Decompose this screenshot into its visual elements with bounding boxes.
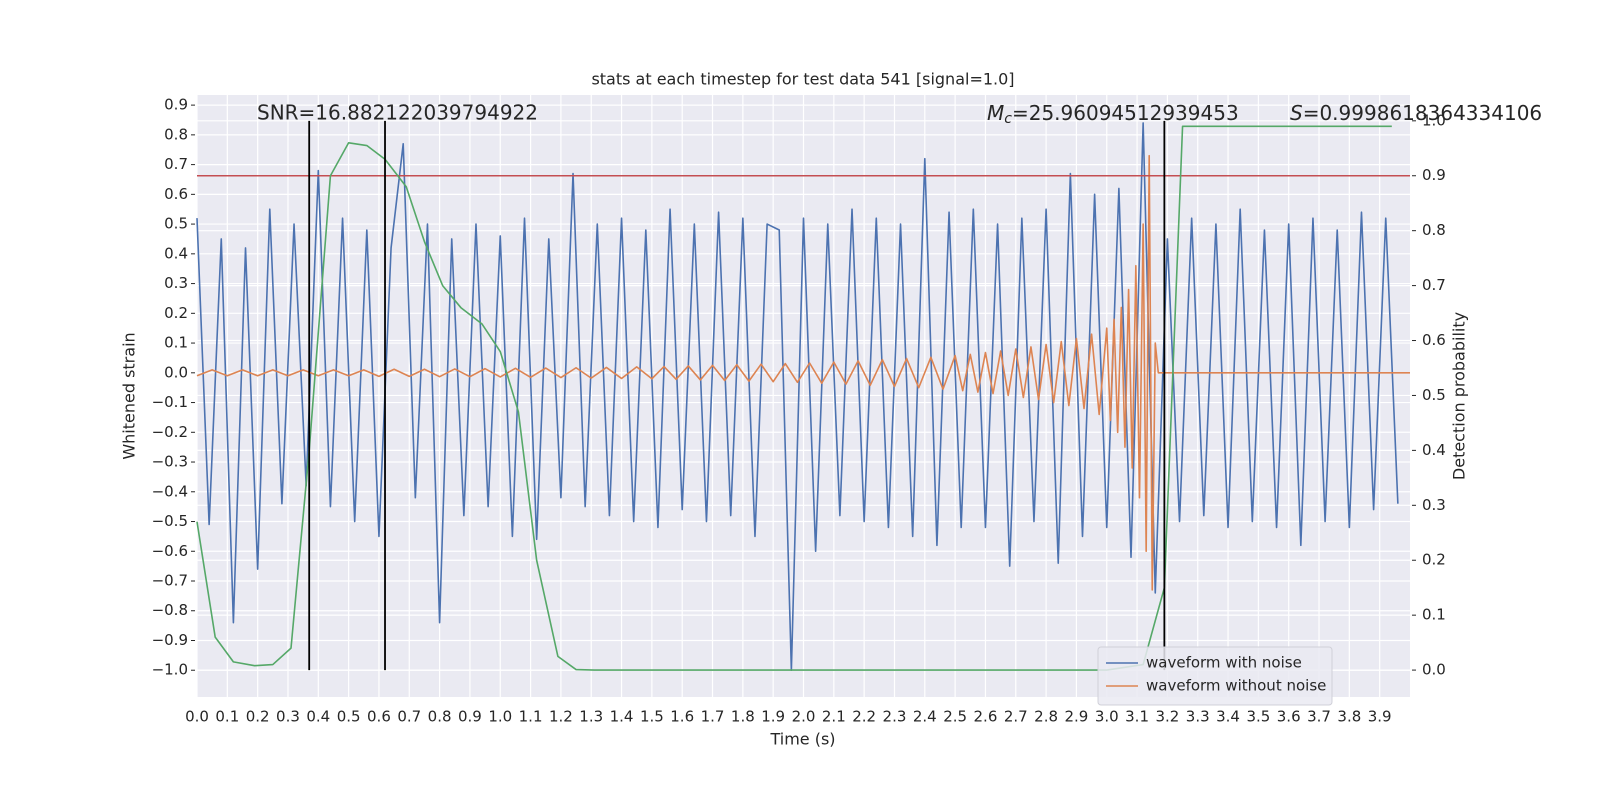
y2-tick-label: 1.0: [1422, 111, 1446, 129]
x-tick-label: 0.3: [276, 708, 300, 726]
y-tick-label: 0.6: [164, 185, 188, 203]
x-tick-label: 2.1: [822, 708, 846, 726]
y-tick-label: −0.5: [152, 512, 188, 530]
mc-subscript: c: [1004, 111, 1012, 127]
y2-tick-label: 0.3: [1422, 496, 1446, 514]
y2-tick-label: 0.7: [1422, 276, 1446, 294]
y-tick-label: 0.4: [164, 244, 188, 262]
chart-title: stats at each timestep for test data 541…: [591, 70, 1014, 89]
legend-label: waveform without noise: [1146, 677, 1326, 695]
mc-annotation: Mc=25.96094512939453: [987, 101, 1239, 128]
y2-tick-label: 0.6: [1422, 331, 1446, 349]
y-tick-label: −0.2: [152, 423, 188, 441]
y-tick-label: −0.1: [152, 393, 188, 411]
y-tick-label: 0.7: [164, 155, 188, 173]
x-tick-label: 1.4: [610, 708, 634, 726]
x-tick-label: 3.9: [1368, 708, 1392, 726]
y-tick-label: 0.1: [164, 334, 188, 352]
series-line: [196, 125, 1392, 671]
x-tick-label: 0.2: [246, 708, 270, 726]
x-tick-label: 3.1: [1125, 708, 1149, 726]
y2-tick-label: 0.2: [1422, 551, 1446, 569]
x-tick-label: 0.9: [458, 708, 482, 726]
x-tick-label: 2.2: [852, 708, 876, 726]
y-tick-label: −0.9: [152, 631, 188, 649]
y-tick-label: 0.8: [164, 125, 188, 143]
x-tick-label: 0.1: [215, 708, 239, 726]
y-tick-label: 0.2: [164, 304, 188, 322]
y-tick-label: −0.8: [152, 601, 188, 619]
x-tick-label: 2.0: [792, 708, 816, 726]
series-line: [196, 154, 1410, 591]
x-tick-label: 1.2: [549, 708, 573, 726]
x-tick-label: 1.8: [731, 708, 755, 726]
x-tick-label: 3.2: [1155, 708, 1179, 726]
y-tick-label: −0.3: [152, 453, 188, 471]
s-value: =0.9998618364334106: [1303, 101, 1542, 125]
x-tick-label: 1.3: [579, 708, 603, 726]
x-tick-label: 2.5: [943, 708, 967, 726]
x-tick-label: 3.6: [1277, 708, 1301, 726]
series-line: [196, 122, 1399, 672]
x-axis-label: Time (s): [769, 730, 835, 749]
x-tick-label: 3.8: [1337, 708, 1361, 726]
y-tick-label: −0.6: [152, 542, 188, 560]
x-tick-label: 0.6: [367, 708, 391, 726]
mc-value: =25.96094512939453: [1012, 101, 1239, 125]
y2-tick-label: 0.5: [1422, 386, 1446, 404]
mc-symbol: M: [987, 101, 1004, 125]
y2-axis-label: Detection probability: [1450, 312, 1469, 480]
x-tick-label: 2.7: [1004, 708, 1028, 726]
x-tick-label: 1.0: [488, 708, 512, 726]
y2-tick-label: 0.4: [1422, 441, 1446, 459]
y2-tick-label: 0.8: [1422, 221, 1446, 239]
legend-label: waveform with noise: [1146, 654, 1302, 672]
y-tick-label: 0.3: [164, 274, 188, 292]
x-tick-label: 2.9: [1064, 708, 1088, 726]
x-tick-label: 0.0: [185, 708, 209, 726]
x-tick-label: 3.7: [1307, 708, 1331, 726]
x-tick-label: 2.3: [883, 708, 907, 726]
snr-annotation: SNR=16.882122039794922: [257, 101, 538, 125]
y-tick-label: −1.0: [152, 661, 188, 679]
x-tick-label: 3.0: [1095, 708, 1119, 726]
y-tick-label: 0.0: [164, 363, 188, 381]
x-tick-label: 3.4: [1216, 708, 1240, 726]
x-tick-label: 1.1: [519, 708, 543, 726]
x-tick-label: 2.8: [1034, 708, 1058, 726]
y-tick-label: −0.4: [152, 482, 188, 500]
legend-box: [1097, 646, 1333, 706]
x-tick-label: 1.9: [761, 708, 785, 726]
s-annotation: S=0.9998618364334106: [1290, 101, 1542, 125]
y-axis-label: Whitened strain: [120, 332, 139, 459]
x-tick-label: 2.4: [913, 708, 937, 726]
grid: [196, 95, 1410, 697]
x-tick-label: 0.5: [337, 708, 361, 726]
y-tick-label: 0.9: [164, 96, 188, 114]
x-tick-label: 0.4: [306, 708, 330, 726]
x-tick-label: 0.8: [428, 708, 452, 726]
x-tick-label: 1.5: [640, 708, 664, 726]
x-tick-label: 3.3: [1186, 708, 1210, 726]
y2-tick-label: 0.1: [1422, 606, 1446, 624]
y2-tick-label: 0.0: [1422, 661, 1446, 679]
x-tick-label: 2.6: [974, 708, 998, 726]
x-tick-label: 3.5: [1246, 708, 1270, 726]
s-symbol: S: [1290, 101, 1303, 125]
x-tick-label: 0.7: [397, 708, 421, 726]
x-tick-label: 1.6: [670, 708, 694, 726]
y-tick-label: −0.7: [152, 572, 188, 590]
y2-tick-label: 0.9: [1422, 166, 1446, 184]
x-tick-label: 1.7: [701, 708, 725, 726]
y-tick-label: 0.5: [164, 215, 188, 233]
